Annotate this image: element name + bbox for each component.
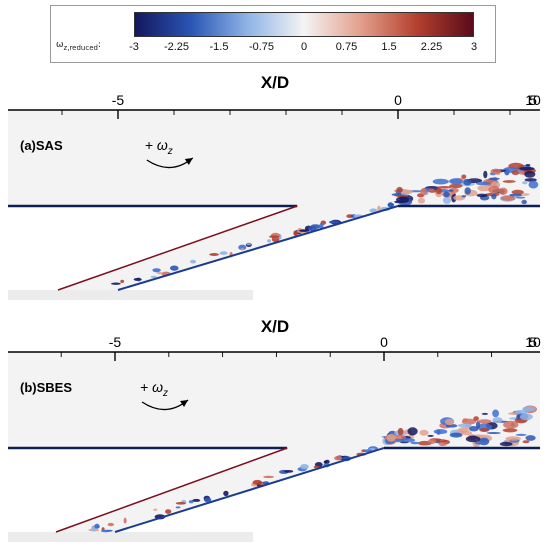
colorbar-legend: ωz,reduced: -3 -2.25 -1.5 -0.75 0 0.75 1.5 2.25… [50,5,496,63]
x-tick-label: 5 [529,92,537,108]
colorbar-tick-label: -2.25 [163,41,190,53]
colorbar-tick-label: 3 [470,41,478,53]
channel-lower-wall [114,447,385,533]
case-label: (a)SAS [20,138,63,153]
colorbar-tick-label: 0 [300,41,308,53]
rotation-arrowhead [184,158,193,165]
jet-channel [58,206,398,290]
x-tick-label: 5 [529,334,537,350]
axis-title: X/D [261,317,289,336]
jet-channel [56,448,384,532]
rotation-label: + ωz [140,379,168,399]
colorbar-gradient [134,12,474,37]
x-tick-label: 0 [380,334,388,350]
x-tick-label: 10 [525,92,541,108]
x-tick-label: 0 [394,92,402,108]
rotation-arrowhead [180,400,189,407]
colorbar-tick-label: -0.75 [248,41,275,53]
channel-upper-wall [55,447,288,533]
flow-domain [8,110,540,206]
channel-lower-wall [117,205,399,291]
plenum [8,532,253,542]
channel-upper-wall [57,205,298,291]
colorbar-tick-label: -1.5 [209,41,229,53]
vorticity-structures [111,162,539,285]
colorbar-tick-label: 1.5 [381,41,397,53]
x-tick-label: -5 [109,334,122,350]
x-tick-label: 10 [525,334,541,350]
colorbar-tick-label: -3 [129,41,139,53]
colorbar-label: ωz,reduced: [56,40,102,52]
x-tick-label: -5 [112,92,125,108]
colorbar-tick-label: 0.75 [335,41,358,53]
rotation-label: + ωz [145,137,173,157]
panel-b: X/D -5 0 510 (b)SBES + ωz [8,317,541,542]
vorticity-structures [88,405,537,533]
plenum [8,290,253,300]
colorbar-tick-label: 2.25 [420,41,443,53]
panel-a: X/D -5 0 510 (a)SAS + ωz [8,73,541,300]
axis-title: X/D [261,73,289,92]
case-label: (b)SBES [20,380,72,395]
